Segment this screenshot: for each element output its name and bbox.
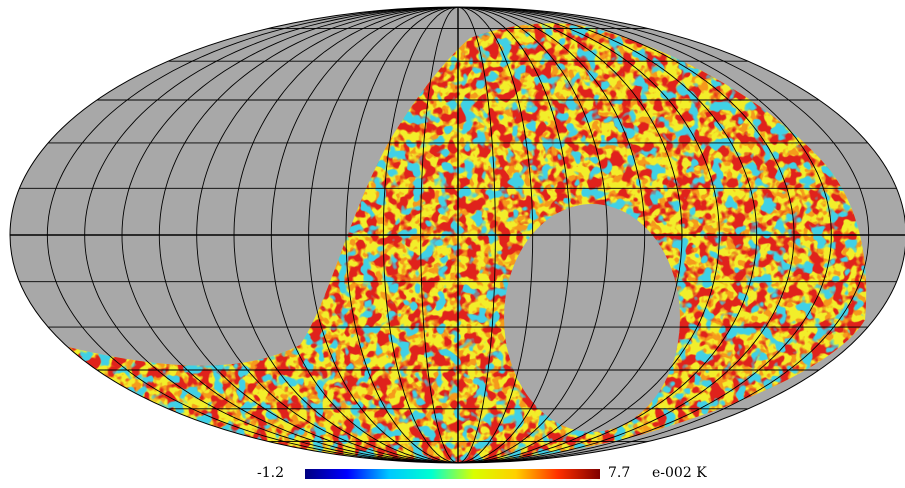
colorbar xyxy=(305,469,600,479)
map-outline xyxy=(9,6,905,464)
colorbar-min-label: -1.2 xyxy=(257,465,284,481)
graticule xyxy=(10,7,905,463)
colorbar-unit-label: e-002 K xyxy=(652,465,707,481)
colorbar-max-label: 7.7 xyxy=(608,465,631,481)
inner-masked-hole xyxy=(504,204,680,432)
